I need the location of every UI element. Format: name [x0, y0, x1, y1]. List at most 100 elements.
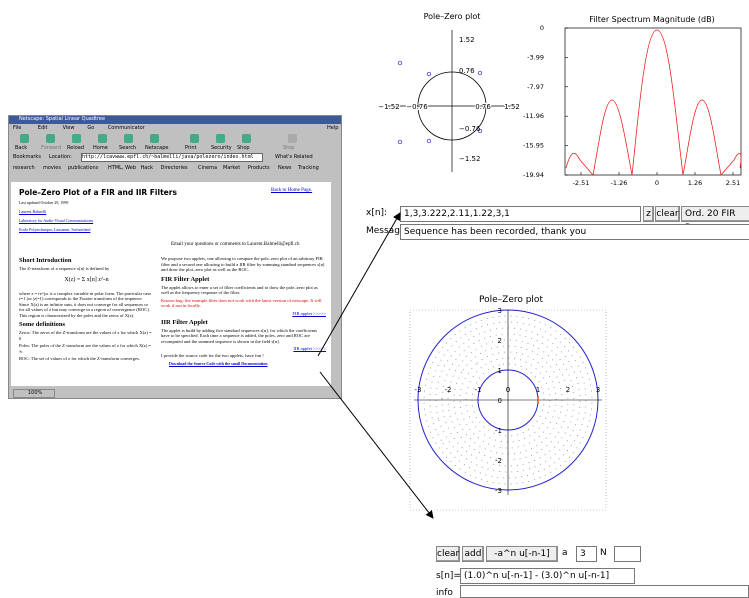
menu-item[interactable]: Communicator — [108, 125, 145, 131]
personal-link[interactable]: HTML, Web — [108, 165, 136, 171]
y-tick-label: -19.94 — [523, 171, 544, 179]
tool-button[interactable]: Security — [211, 145, 232, 151]
x-input[interactable]: 1,3,3.222,2.11,1.22,3,1 — [400, 206, 641, 222]
y-tick-label: 1.52 — [459, 36, 475, 44]
sequence-select[interactable]: -a^n u[-n-1] — [486, 546, 558, 562]
x-tick-label: 1.52 — [504, 103, 520, 111]
tool-icon — [288, 134, 297, 143]
url-field[interactable]: http://lcavwww.epfl.ch/~balmelli/java/po… — [81, 153, 263, 162]
personal-link[interactable]: Products — [248, 165, 270, 171]
x-tick-label: 1.26 — [688, 179, 702, 187]
tool-icon — [72, 134, 81, 143]
y-tick-label: -3.99 — [527, 53, 544, 61]
tool-button[interactable]: Shop — [237, 145, 250, 151]
tool-button[interactable]: Print — [185, 145, 197, 151]
formula: X(z) = Σ x[n] z^-n — [19, 277, 154, 283]
section-heading: IIR Filter Applet — [161, 319, 326, 326]
status-text: 100% — [28, 390, 42, 396]
x-tick-label: 1 — [536, 386, 540, 394]
personal-link[interactable]: Tracking — [298, 165, 319, 171]
paragraph: ROC: The set of values of z for which th… — [19, 356, 154, 362]
x-tick-label: 2 — [566, 386, 570, 394]
x-tick-label: 0.76 — [475, 103, 491, 111]
personal-link[interactable]: research — [13, 165, 35, 171]
right-column: We propose two applets, one allowing to … — [161, 254, 326, 366]
order-select[interactable]: Ord. 20 FIR Remez — [681, 206, 749, 222]
plots-top: Pole–Zero plot 1.520.76−0.76−1.52−1.52−0… — [370, 0, 749, 200]
y-tick-label: 3 — [498, 307, 502, 315]
page-heading: Pole–Zero Plot of a FIR and IIR Filters — [19, 188, 177, 197]
meta-line: Ecole Polytechnique, Lausanne, Switzerla… — [19, 227, 93, 232]
personal-link[interactable]: News — [278, 165, 292, 171]
personal-link[interactable]: Market — [223, 165, 240, 171]
section-heading: Short Introduction — [19, 257, 154, 264]
browser-window: Netscape: Spatial Linear Quadtree File Ed… — [8, 115, 342, 399]
personal-link[interactable]: Hack — [141, 165, 153, 171]
spectrum-curve — [566, 30, 741, 175]
y-tick-label: 2 — [498, 337, 502, 345]
link[interactable]: IIR applet >>>>> — [161, 346, 326, 351]
personal-link[interactable]: Directories — [161, 165, 188, 171]
spectrum-frame — [565, 28, 741, 175]
menu-item[interactable]: File — [13, 125, 21, 131]
link[interactable]: Download the Source Code with the small … — [169, 361, 326, 366]
pz1-title: Pole–Zero plot — [424, 12, 481, 21]
link[interactable]: FIR applet >>>>> — [161, 311, 326, 316]
section-heading: FIR Filter Applet — [161, 276, 326, 283]
x-tick-label: -2 — [445, 386, 452, 394]
tool-icon — [216, 134, 225, 143]
a-input[interactable]: 3 — [576, 546, 597, 562]
tool-button[interactable]: Back — [15, 145, 27, 151]
y-tick-label: -15.95 — [523, 142, 544, 150]
paragraph: where z = re^jω is a complex variable in… — [19, 291, 154, 319]
menu-item[interactable]: Go — [87, 125, 94, 131]
tool-button[interactable]: Netscape — [145, 145, 168, 151]
personal-link[interactable]: publications — [68, 165, 98, 171]
info-label: info — [436, 588, 453, 598]
paragraph: The applet allows to enter a set of filt… — [161, 285, 326, 296]
add-button[interactable]: add — [462, 546, 484, 562]
paragraph: Poles: The poles of the Z-transform are … — [19, 343, 154, 354]
clear-button[interactable]: clear — [436, 546, 460, 562]
menu-item[interactable]: Help — [327, 125, 338, 131]
related[interactable]: What's Related — [275, 154, 313, 160]
spectrum-ticks: 0-3.99-7.97-11.96-15.95-19.94-2.51-1.260… — [523, 24, 740, 187]
personal-toolbar: research movies publications HTML, Web Hack D… — [9, 165, 341, 173]
personal-link[interactable]: movies — [43, 165, 61, 171]
spectrum-title: Filter Spectrum Magnitude (dB) — [589, 15, 714, 24]
clear-button[interactable]: clear — [655, 206, 680, 222]
x-tick-label: -2.51 — [573, 179, 590, 187]
tool-button[interactable]: Search — [119, 145, 136, 151]
info-field — [460, 585, 749, 598]
tool-button[interactable]: Stop — [283, 145, 294, 151]
bookmarks[interactable]: Bookmarks — [13, 154, 41, 160]
tool-button[interactable]: Forward — [41, 145, 61, 151]
home-link[interactable]: Back to Home Page. — [271, 188, 312, 193]
personal-link[interactable]: Cinema — [198, 165, 217, 171]
x-label: x[n]: — [366, 208, 387, 218]
tool-button[interactable]: Home — [93, 145, 108, 151]
x-tick-label: −1.52 — [378, 103, 399, 111]
paragraph: The Z-transform of a sequence x[n] is de… — [19, 266, 154, 272]
y-tick-label: −0.76 — [459, 125, 481, 133]
n-input[interactable] — [614, 546, 641, 562]
a-label: a — [562, 548, 568, 558]
menu-item[interactable]: Edit — [38, 125, 48, 131]
x-tick-label: 3 — [596, 386, 600, 394]
tool-button[interactable]: Reload — [67, 145, 84, 151]
tool-icon — [20, 134, 29, 143]
y-tick-label: -3 — [495, 487, 502, 495]
meta-line: Laboratory for Audio-Visual Communicatio… — [19, 218, 93, 223]
x-tick-label: -1.26 — [611, 179, 628, 187]
z-button[interactable]: z — [643, 206, 654, 222]
menu-item[interactable]: View — [63, 125, 75, 131]
x-tick-label: -3 — [415, 386, 422, 394]
y-tick-label: 0 — [498, 397, 502, 405]
tool-icon — [98, 134, 107, 143]
tool-icon — [242, 134, 251, 143]
title-bar: Netscape: Spatial Linear Quadtree — [9, 116, 342, 124]
x-tick-label: 0 — [655, 179, 659, 187]
tool-icon — [124, 134, 133, 143]
